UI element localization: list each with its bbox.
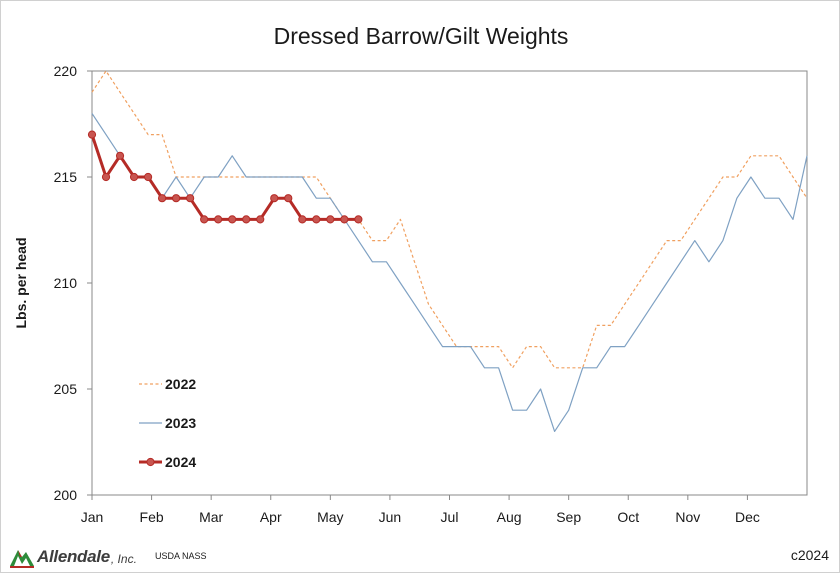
copyright: c2024 (790, 547, 829, 563)
x-tick-label: Nov (675, 509, 700, 525)
data-point-2024 (354, 215, 363, 224)
data-point-2024 (143, 172, 153, 182)
x-tick-label: Apr (260, 509, 282, 525)
x-tick-label: Jul (441, 509, 459, 525)
logo-suffix: , Inc. (110, 552, 137, 566)
x-tick-label: Jan (81, 509, 104, 525)
legend-label-2022: 2022 (165, 376, 196, 392)
data-point-2024 (172, 194, 181, 203)
legend-marker-2024 (146, 457, 155, 467)
y-tick-label: 200 (54, 487, 78, 503)
data-point-2024 (87, 130, 97, 139)
data-point-2024 (101, 172, 111, 182)
y-axis: 200 205 210 215 220 (54, 63, 92, 503)
y-tick-label: 220 (54, 63, 78, 79)
data-point-2024 (312, 215, 321, 224)
x-axis: Jan Feb Mar Apr May Jun Jul Aug Sep Oct Nov Dec (81, 495, 760, 525)
data-point-2024 (115, 151, 125, 160)
data-source: USDA NASS (155, 551, 207, 561)
data-point-2024 (129, 172, 139, 182)
y-axis-label: Lbs. per head (13, 237, 29, 328)
legend-label-2023: 2023 (165, 415, 196, 431)
y-tick-label: 215 (54, 169, 78, 185)
x-tick-label: Mar (199, 509, 223, 525)
y-tick-label: 205 (54, 381, 78, 397)
data-point-2024 (340, 215, 349, 224)
x-tick-label: Aug (497, 509, 522, 525)
logo-name: Allendale (37, 547, 110, 566)
data-point-2024 (228, 215, 237, 224)
data-point-2024 (256, 215, 265, 224)
x-tick-label: May (317, 509, 343, 525)
chart-title: Dressed Barrow/Gilt Weights (273, 23, 569, 49)
x-tick-label: Feb (140, 509, 164, 525)
logo-mark-icon (10, 550, 34, 568)
data-point-2024 (214, 215, 223, 224)
legend-label-2024: 2024 (165, 454, 196, 470)
data-point-2024 (326, 215, 335, 224)
x-tick-label: Dec (735, 509, 760, 525)
x-tick-label: Jun (379, 509, 402, 525)
data-point-2024 (270, 194, 279, 203)
series-line-2023 (91, 113, 808, 432)
allendale-logo: Allendale , Inc. (9, 545, 137, 569)
data-point-2024 (200, 215, 209, 224)
x-tick-label: Oct (617, 509, 639, 525)
data-point-2024 (157, 194, 167, 203)
x-tick-label: Sep (556, 509, 581, 525)
y-tick-label: 210 (54, 275, 78, 291)
series-lines (87, 70, 808, 432)
plot-area (91, 70, 808, 496)
series-line-2022 (91, 70, 808, 369)
data-point-2024 (242, 215, 251, 224)
data-point-2024 (186, 194, 195, 203)
legend: 2022 2023 2024 (139, 376, 196, 470)
data-point-2024 (298, 215, 307, 224)
data-point-2024 (284, 194, 293, 203)
